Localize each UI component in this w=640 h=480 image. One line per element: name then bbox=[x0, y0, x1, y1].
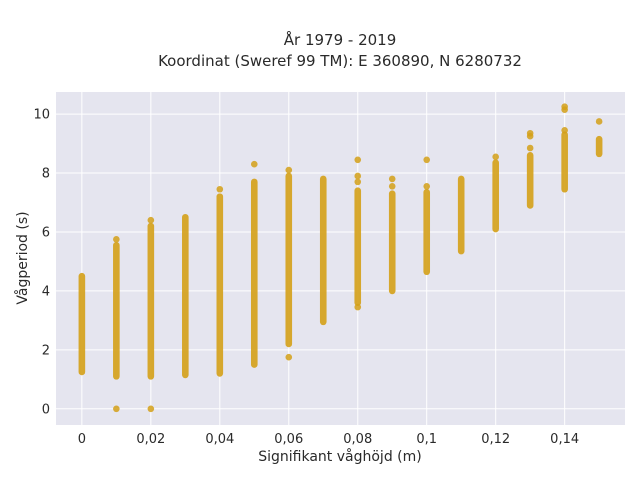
data-point-column bbox=[319, 175, 327, 326]
data-point-column bbox=[457, 175, 465, 255]
data-column bbox=[285, 166, 293, 361]
data-column bbox=[595, 118, 603, 158]
data-point bbox=[492, 153, 499, 161]
data-column bbox=[113, 236, 120, 413]
data-column bbox=[182, 213, 189, 379]
x-axis-label: Signifikant våghöjd (m) bbox=[258, 448, 421, 465]
data-column bbox=[250, 160, 258, 368]
data-point bbox=[354, 156, 362, 164]
y-tick-label: 0 bbox=[42, 402, 50, 417]
data-point bbox=[526, 129, 534, 137]
data-column bbox=[388, 175, 396, 295]
data-column bbox=[561, 103, 568, 193]
data-point bbox=[354, 172, 362, 180]
y-tick-label: 2 bbox=[42, 343, 50, 358]
x-tick-label: 0,02 bbox=[136, 432, 165, 447]
data-column bbox=[319, 175, 327, 326]
x-tick-label: 0,06 bbox=[274, 432, 303, 447]
data-column bbox=[457, 175, 465, 255]
data-column bbox=[216, 185, 224, 377]
data-point bbox=[354, 178, 362, 186]
y-tick-label: 8 bbox=[42, 167, 50, 182]
chart-title-line1: År 1979 - 2019 bbox=[284, 30, 397, 49]
data-point-column bbox=[113, 241, 120, 380]
data-point bbox=[147, 405, 155, 413]
data-column bbox=[492, 153, 499, 233]
chart-title-line2: Koordinat (Sweref 99 TM): E 360890, N 62… bbox=[158, 52, 522, 70]
y-tick-label: 10 bbox=[33, 108, 50, 123]
data-column bbox=[423, 156, 431, 276]
data-point-column bbox=[182, 213, 189, 379]
x-tick-label: 0,12 bbox=[481, 432, 510, 447]
data-point-column bbox=[423, 188, 431, 276]
x-tick-label: 0 bbox=[78, 432, 86, 447]
y-tick-label: 4 bbox=[42, 284, 50, 299]
data-point bbox=[113, 405, 120, 413]
data-point bbox=[561, 127, 568, 134]
data-point-column bbox=[492, 159, 499, 233]
data-point bbox=[285, 353, 293, 361]
x-axis-ticks: 0 0,02 0,04 0,06 0,08 0,1 0,12 0,14 bbox=[78, 432, 579, 447]
data-point bbox=[216, 185, 224, 193]
data-column bbox=[354, 156, 362, 311]
data-point bbox=[388, 183, 396, 190]
data-column bbox=[147, 216, 155, 413]
x-tick-label: 0,08 bbox=[343, 432, 372, 447]
data-point-column bbox=[78, 272, 86, 376]
data-column bbox=[526, 129, 534, 209]
data-points bbox=[78, 103, 603, 413]
data-point bbox=[147, 216, 155, 224]
data-point bbox=[285, 166, 293, 174]
data-point bbox=[526, 144, 534, 152]
y-axis-ticks: 0 2 4 6 8 10 bbox=[33, 108, 50, 418]
data-point-column bbox=[561, 131, 568, 193]
data-column bbox=[78, 272, 86, 376]
data-point-column bbox=[354, 187, 362, 307]
plot-area bbox=[56, 92, 625, 425]
data-point-column bbox=[147, 222, 155, 380]
data-point bbox=[423, 156, 431, 164]
y-tick-label: 6 bbox=[42, 225, 50, 240]
data-point-column bbox=[250, 178, 258, 368]
data-point-column bbox=[388, 190, 396, 295]
data-point bbox=[388, 175, 396, 183]
data-point bbox=[354, 303, 362, 311]
data-point bbox=[595, 118, 603, 125]
x-tick-label: 0,14 bbox=[550, 432, 579, 447]
data-point-column bbox=[285, 172, 293, 348]
data-point-column bbox=[526, 152, 534, 209]
data-point bbox=[250, 160, 258, 168]
data-point bbox=[561, 103, 568, 111]
x-tick-label: 0,1 bbox=[416, 432, 437, 447]
data-point-column bbox=[216, 193, 224, 377]
data-point bbox=[113, 236, 120, 243]
y-axis-label: Vågperiod (s) bbox=[14, 211, 31, 304]
data-point-column bbox=[595, 135, 603, 158]
data-point bbox=[423, 183, 431, 190]
x-tick-label: 0,04 bbox=[205, 432, 234, 447]
